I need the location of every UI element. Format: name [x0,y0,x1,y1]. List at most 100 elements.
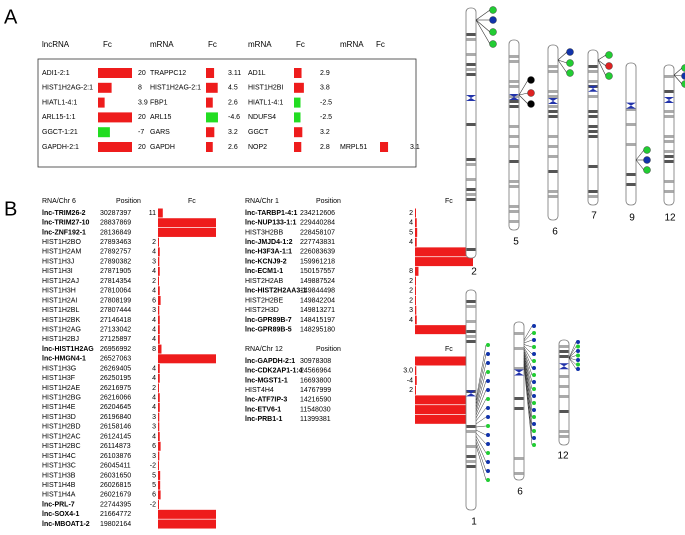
fc-value: 4 [152,433,156,440]
band [514,397,524,400]
link [523,359,533,418]
gene-name: NOP2 [248,144,267,151]
gene-name: HIST1H2AC [42,433,81,440]
band [588,130,598,133]
table-frame [37,58,417,168]
link [673,74,683,85]
position: 149887524 [300,278,335,285]
link [568,357,577,361]
annotation-dot [486,361,490,365]
band [514,472,524,475]
band [466,123,476,126]
band [626,123,636,126]
fc-value: -2 [150,501,156,508]
fc-bar [158,315,160,325]
link [475,416,487,425]
band [626,173,636,176]
column-header: mRNA [150,40,174,49]
band [466,248,476,251]
link [475,432,487,445]
column-header: mRNA [248,40,272,49]
fc-bar [206,97,213,108]
band [466,330,476,333]
band [466,320,476,323]
gene-name: lnc-TRIM27-10 [42,220,90,227]
fc-value: 2 [409,387,413,394]
fc-bar [158,237,159,247]
position: 27146418 [100,317,131,324]
annotation-dot [576,340,580,344]
gene-name: MRPL51 [340,144,367,151]
gene-name: lnc-H3F3A-1:1 [245,249,292,256]
chromosome-label: 6 [552,227,558,238]
band [664,110,674,113]
fc-bar [158,480,161,490]
column-header: Fc [103,40,112,49]
fc-bar [158,364,160,374]
annotation-dot [566,69,574,77]
link [523,339,533,344]
annotation-dot [643,146,651,154]
band [548,155,558,158]
position: 149844498 [300,288,335,295]
chromosome-label: 6 [517,487,523,498]
fc-bar [158,227,216,237]
gene-name: HIST1H4E [42,404,76,411]
fc-bar [158,451,160,461]
position: 14767999 [300,387,331,394]
position: 26026815 [100,482,131,489]
fc-value: 4 [152,268,156,275]
link [475,353,487,404]
position: 26045411 [100,463,131,470]
fc-value: 8 [409,268,413,275]
link [523,347,533,362]
gene-name: lnc-PRB1-1 [245,416,282,423]
annotation-dot [486,442,490,446]
fc-bar [158,276,159,286]
fc-bar [206,68,215,78]
link [523,344,533,348]
band [466,340,476,343]
band [664,135,674,138]
fc-value: 3 [152,258,156,265]
fc-bar [158,441,161,451]
band [559,410,569,413]
fc-bar [158,325,160,335]
fc-bar [98,112,132,123]
column-header: Fc [376,40,385,49]
fc-value: 3.0 [403,368,413,375]
annotation-dot [681,72,685,80]
position: 149813271 [300,307,335,314]
fc-value: 3 [152,414,156,421]
fc-value: 2.6 [228,144,238,151]
position: 26021679 [100,492,131,499]
band [559,395,569,398]
gene-name: lnc-HMGN4-1 [42,356,86,363]
fc-bar [158,354,216,364]
chromosome-label: 9 [629,213,635,224]
position: 28136849 [100,229,131,236]
fc-bar [415,325,473,335]
annotation-dot [532,401,536,405]
gene-name: HIST1H2AG-2:1 [42,85,93,92]
annotation-dot [532,324,536,328]
position: 27871905 [100,268,131,275]
band [626,183,636,186]
band [466,445,476,448]
fc-bar [380,142,389,152]
gene-name: lnc-ETV6-1 [245,406,281,413]
chromosome [625,62,637,206]
position: 30287397 [100,210,131,217]
link [518,92,529,96]
fc-bar [415,315,417,325]
fc-bar [415,295,416,305]
link [597,59,607,67]
link [557,51,568,61]
annotation-dot [486,424,490,428]
fc-bar [98,82,112,93]
band [548,70,558,73]
fc-bar [415,385,416,395]
band [548,190,558,193]
fc-bar [415,356,473,366]
fc-bar [415,305,417,315]
